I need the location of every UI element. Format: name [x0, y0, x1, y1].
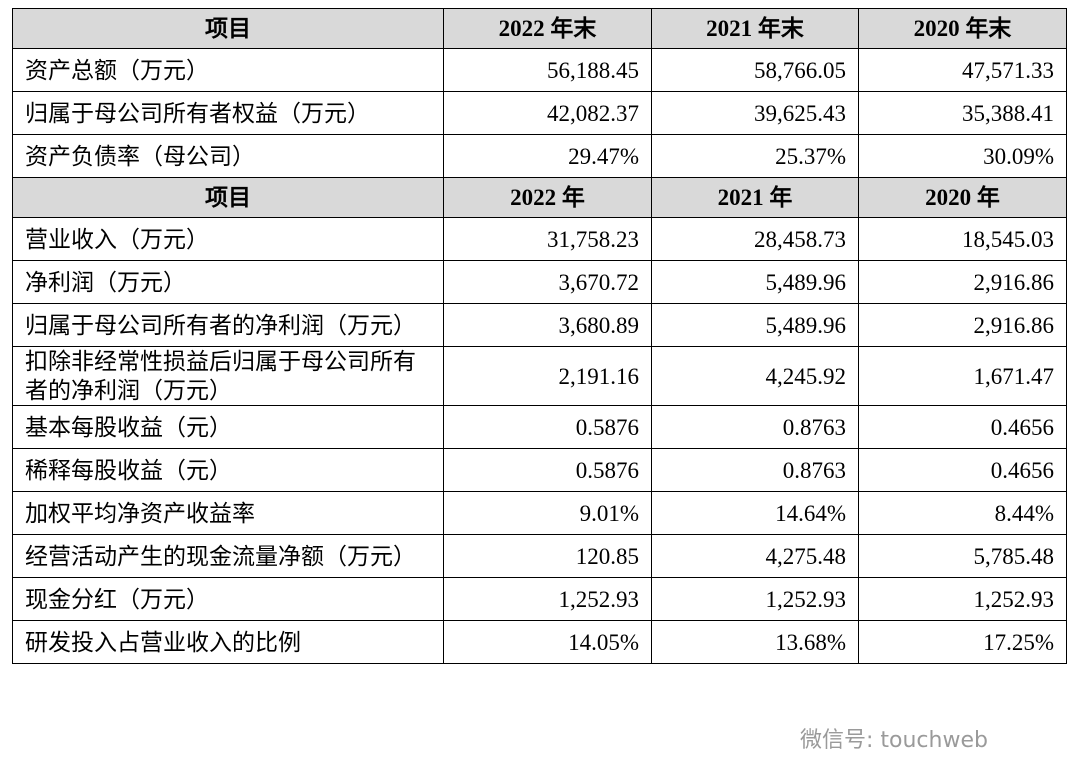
data-row: 归属于母公司所有者的净利润（万元） 3,680.89 5,489.96 2,916.8…: [12, 303, 1067, 347]
value-cell: 25.37%: [651, 134, 859, 178]
header-cell: 2022 年: [443, 177, 652, 218]
value-cell: 8.44%: [858, 491, 1067, 535]
value-cell: 18,545.03: [858, 217, 1067, 261]
value-cell: 1,671.47: [858, 346, 1067, 406]
data-row: 资产总额（万元） 56,188.45 58,766.05 47,571.33: [12, 48, 1067, 92]
data-row: 经营活动产生的现金流量净额（万元） 120.85 4,275.48 5,785.48: [12, 534, 1067, 578]
data-row: 加权平均净资产收益率 9.01% 14.64% 8.44%: [12, 491, 1067, 535]
value-cell: 47,571.33: [858, 48, 1067, 92]
table-body: 项目 2022 年末 2021 年末 2020 年末 资产总额（万元） 56,188.45…: [12, 8, 1067, 664]
header-row: 项目 2022 年末 2021 年末 2020 年末: [12, 8, 1067, 49]
data-row: 扣除非经常性损益后归属于母公司所有者的净利润（万元） 2,191.16 4,245.…: [12, 346, 1067, 406]
label-cell: 基本每股收益（元）: [12, 405, 444, 449]
value-cell: 13.68%: [651, 620, 859, 664]
label-cell: 资产总额（万元）: [12, 48, 444, 92]
value-cell: 14.05%: [443, 620, 652, 664]
value-cell: 4,245.92: [651, 346, 859, 406]
value-cell: 0.4656: [858, 405, 1067, 449]
value-cell: 28,458.73: [651, 217, 859, 261]
data-row: 现金分红（万元） 1,252.93 1,252.93 1,252.93: [12, 577, 1067, 621]
value-cell: 5,489.96: [651, 260, 859, 304]
header-row: 项目 2022 年 2021 年 2020 年: [12, 177, 1067, 218]
label-cell: 净利润（万元）: [12, 260, 444, 304]
value-cell: 1,252.93: [443, 577, 652, 621]
value-cell: 39,625.43: [651, 91, 859, 135]
header-cell: 项目: [12, 177, 444, 218]
data-row: 净利润（万元） 3,670.72 5,489.96 2,916.86: [12, 260, 1067, 304]
label-cell: 加权平均净资产收益率: [12, 491, 444, 535]
value-cell: 2,916.86: [858, 303, 1067, 347]
data-row: 营业收入（万元） 31,758.23 28,458.73 18,545.03: [12, 217, 1067, 261]
value-cell: 1,252.93: [858, 577, 1067, 621]
value-cell: 5,489.96: [651, 303, 859, 347]
value-cell: 5,785.48: [858, 534, 1067, 578]
label-cell: 稀释每股收益（元）: [12, 448, 444, 492]
data-row: 归属于母公司所有者权益（万元） 42,082.37 39,625.43 35,388.…: [12, 91, 1067, 135]
label-cell: 经营活动产生的现金流量净额（万元）: [12, 534, 444, 578]
data-row: 研发投入占营业收入的比例 14.05% 13.68% 17.25%: [12, 620, 1067, 664]
financial-table: 项目 2022 年末 2021 年末 2020 年末 资产总额（万元） 56,188.45…: [12, 8, 1067, 664]
data-row: 基本每股收益（元） 0.5876 0.8763 0.4656: [12, 405, 1067, 449]
value-cell: 0.4656: [858, 448, 1067, 492]
label-cell: 营业收入（万元）: [12, 217, 444, 261]
value-cell: 58,766.05: [651, 48, 859, 92]
value-cell: 9.01%: [443, 491, 652, 535]
label-cell: 研发投入占营业收入的比例: [12, 620, 444, 664]
value-cell: 2,191.16: [443, 346, 652, 406]
value-cell: 56,188.45: [443, 48, 652, 92]
label-cell: 资产负债率（母公司）: [12, 134, 444, 178]
header-cell: 2021 年末: [651, 8, 859, 49]
value-cell: 31,758.23: [443, 217, 652, 261]
header-cell: 2022 年末: [443, 8, 652, 49]
watermark: 微信号: touchweb: [800, 728, 988, 753]
header-cell: 2020 年: [858, 177, 1067, 218]
value-cell: 2,916.86: [858, 260, 1067, 304]
value-cell: 4,275.48: [651, 534, 859, 578]
value-cell: 29.47%: [443, 134, 652, 178]
data-row: 稀释每股收益（元） 0.5876 0.8763 0.4656: [12, 448, 1067, 492]
value-cell: 0.8763: [651, 448, 859, 492]
value-cell: 17.25%: [858, 620, 1067, 664]
value-cell: 3,680.89: [443, 303, 652, 347]
header-cell: 2021 年: [651, 177, 859, 218]
value-cell: 0.5876: [443, 448, 652, 492]
value-cell: 30.09%: [858, 134, 1067, 178]
value-cell: 42,082.37: [443, 91, 652, 135]
label-cell: 现金分红（万元）: [12, 577, 444, 621]
header-cell: 项目: [12, 8, 444, 49]
value-cell: 120.85: [443, 534, 652, 578]
value-cell: 0.5876: [443, 405, 652, 449]
value-cell: 3,670.72: [443, 260, 652, 304]
data-row: 资产负债率（母公司） 29.47% 25.37% 30.09%: [12, 134, 1067, 178]
value-cell: 14.64%: [651, 491, 859, 535]
label-cell: 归属于母公司所有者的净利润（万元）: [12, 303, 444, 347]
value-cell: 0.8763: [651, 405, 859, 449]
value-cell: 35,388.41: [858, 91, 1067, 135]
header-cell: 2020 年末: [858, 8, 1067, 49]
label-cell: 归属于母公司所有者权益（万元）: [12, 91, 444, 135]
value-cell: 1,252.93: [651, 577, 859, 621]
label-cell: 扣除非经常性损益后归属于母公司所有者的净利润（万元）: [12, 346, 444, 406]
